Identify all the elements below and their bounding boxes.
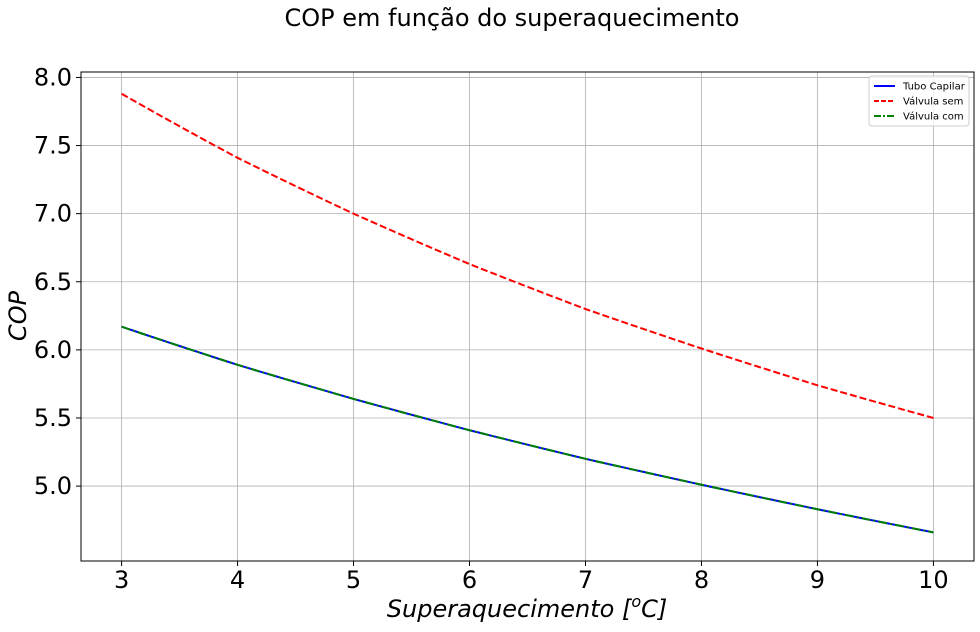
y-tick-label: 5.5 <box>34 404 72 432</box>
x-tick-label: 8 <box>694 566 709 594</box>
series-line-2 <box>121 325 934 534</box>
legend-label: Válvula com <box>903 111 964 123</box>
y-axis-label: COP <box>4 290 32 341</box>
x-tick-label: 6 <box>462 566 477 594</box>
x-tick-label: 4 <box>230 566 245 594</box>
y-tick-label: 6.5 <box>34 268 72 296</box>
legend-label: Tubo Capilar <box>902 82 966 93</box>
x-axis-label: Superaquecimento [oC] <box>387 592 667 623</box>
y-tick-label: 8.0 <box>34 63 72 91</box>
legend-box <box>868 75 970 127</box>
x-axis-label-superscript: o <box>631 592 641 611</box>
y-tick-label: 7.5 <box>34 132 72 160</box>
legend-label: Válvula sem <box>903 96 963 108</box>
series-lines <box>121 92 934 534</box>
x-tick-label: 9 <box>810 566 825 594</box>
x-tick-label: 3 <box>114 566 129 594</box>
series-line-0 <box>121 325 934 534</box>
chart-title: COP em função do superaquecimento <box>285 4 740 32</box>
x-tick-label: 7 <box>578 566 593 594</box>
x-axis-label-main: Superaquecimento [ <box>387 595 633 623</box>
plot-area-frame <box>80 71 975 562</box>
y-axis-ticks: 5.0 5.5 6.0 6.5 7.0 7.5 8.0 <box>34 63 81 500</box>
x-tick-label: 5 <box>346 566 361 594</box>
y-tick-label: 6.0 <box>34 336 72 364</box>
y-tick-label: 5.0 <box>34 472 72 500</box>
x-tick-label: 10 <box>918 566 949 594</box>
series-line-1 <box>121 92 934 419</box>
y-tick-label: 7.0 <box>34 200 72 228</box>
x-axis-label-unit: C] <box>641 595 667 623</box>
legend: Tubo Capilar Válvula sem Válvula com <box>868 75 970 127</box>
x-axis-ticks: 3 4 5 6 7 8 9 10 <box>114 561 949 594</box>
grid <box>81 72 974 561</box>
